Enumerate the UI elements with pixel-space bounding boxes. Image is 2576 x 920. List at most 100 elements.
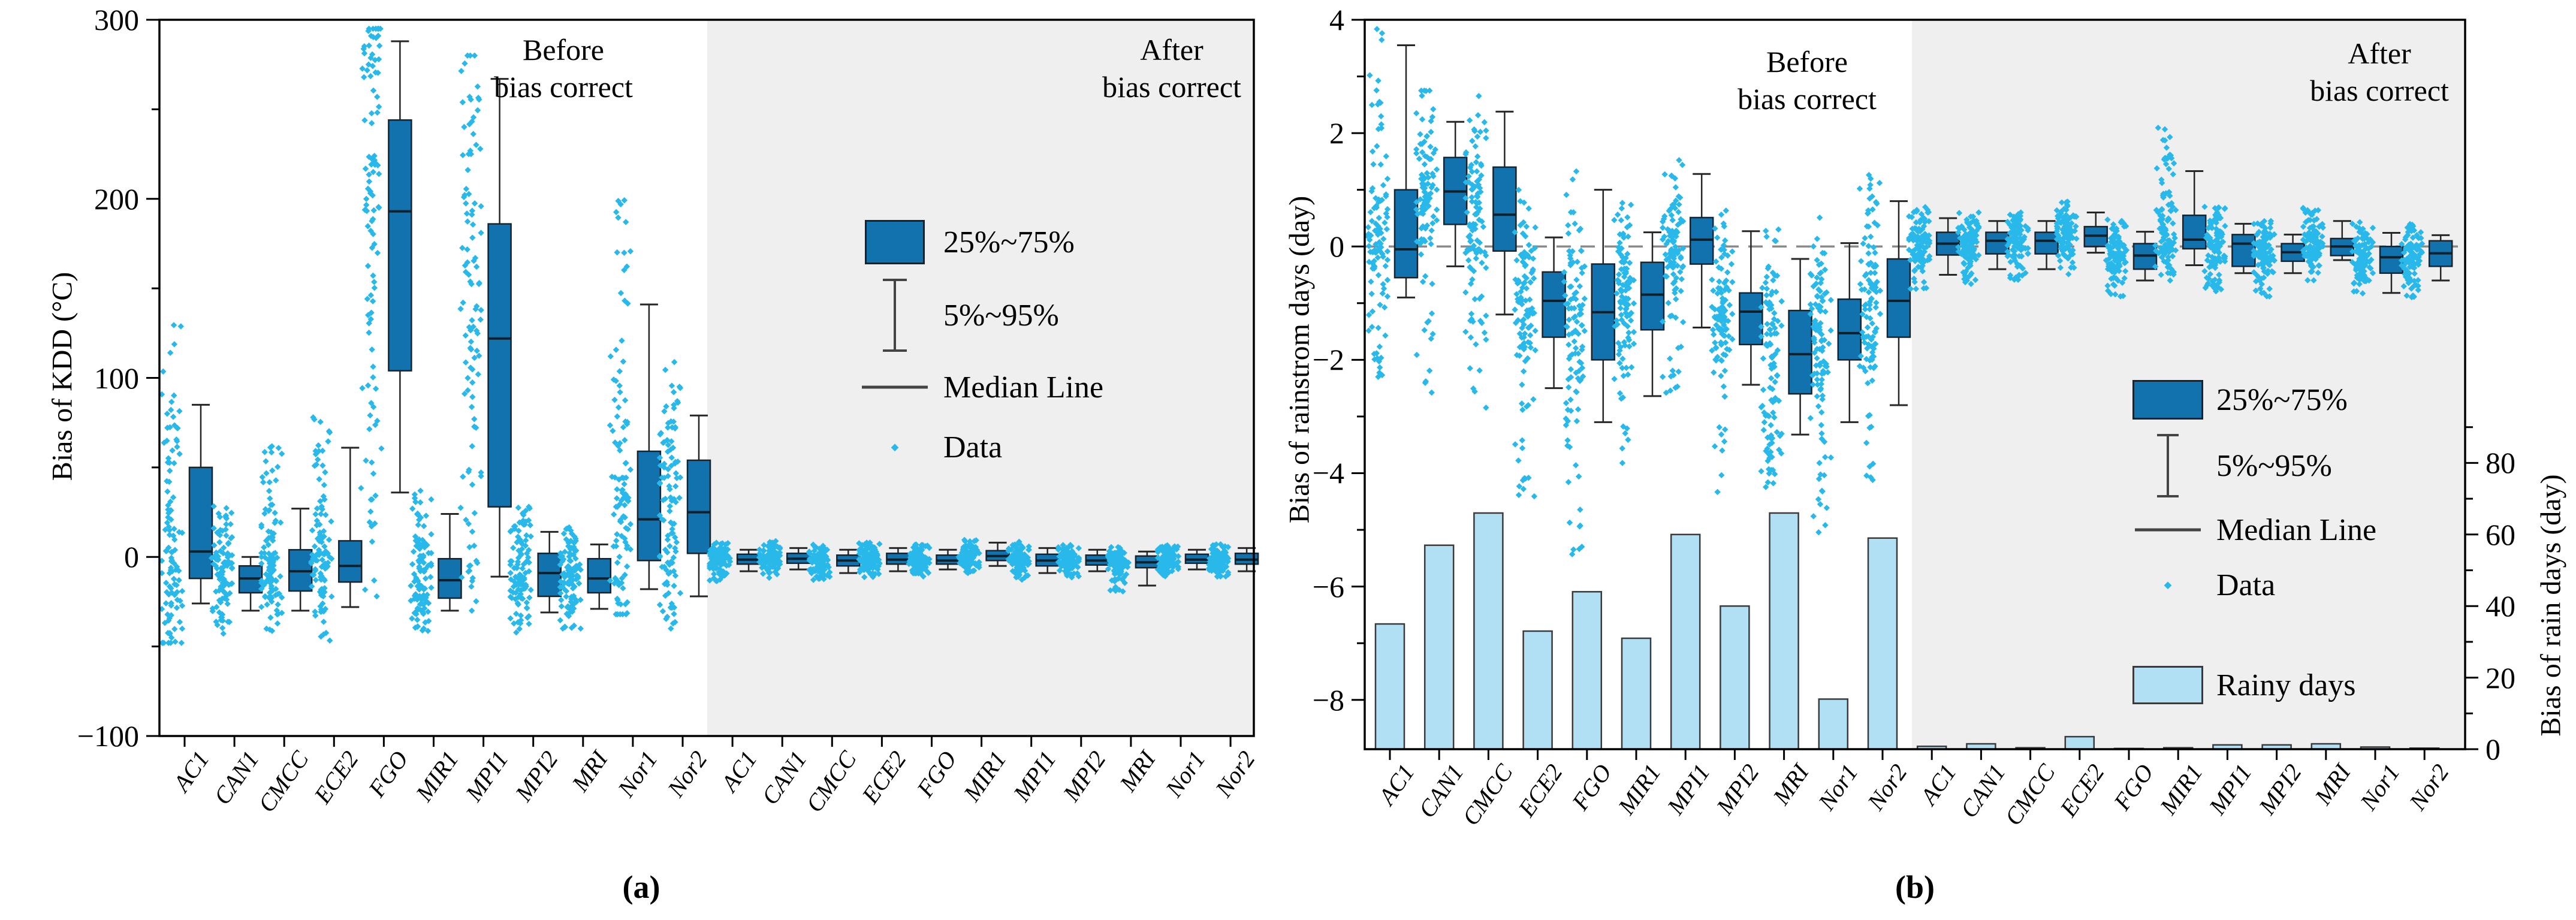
data-points-before-Nor1 (607, 197, 634, 618)
legend-label: Data (943, 430, 1003, 464)
data-points-before-MIR1 (408, 487, 435, 634)
data-point-icon (891, 444, 899, 452)
y-tick-label-a-100: 100 (94, 361, 139, 395)
iqr-box-after-MIR1 (2182, 214, 2207, 250)
y2-tick-label-0: 0 (2485, 732, 2500, 766)
legend-item-iqr: 25%~75% (856, 211, 1103, 273)
legend-panel-a: 25%~75% 5%~95% Median Line (856, 211, 1103, 477)
legend-item-data: Data (856, 417, 1103, 477)
iqr-box-before-ECE2 (338, 540, 363, 583)
iqr-box-before-MRI (587, 557, 612, 594)
legend-panel-b: 25%~75% 5%~95% Median Line (2129, 370, 2376, 730)
data-points-before-CMCC (258, 443, 285, 634)
iqr-box-swatch-icon (2132, 380, 2203, 420)
data-points-before-MPI2 (507, 503, 534, 636)
y2-tick-label-20: 20 (2485, 660, 2515, 695)
rainy-days-bar-before-MRI (1769, 512, 1799, 750)
data-points-before-AC1 (1364, 26, 1391, 380)
data-points-after-MPI2 (1055, 541, 1082, 581)
legend-item-rainy-days: Rainy days (2129, 640, 2376, 730)
iqr-box-before-MRI (1788, 309, 1812, 395)
data-points-after-CMCC (806, 541, 833, 583)
whisker-icon (883, 279, 907, 352)
rainy-days-bar-before-AC1 (1374, 623, 1405, 750)
legend-label: 25%~75% (943, 225, 1075, 260)
legend-item-median: Median Line (856, 357, 1103, 417)
data-points-before-MPI1 (457, 52, 484, 614)
iqr-box-before-MPI1 (487, 223, 512, 508)
data-points-after-CAN1 (756, 538, 783, 581)
iqr-box-before-AC1 (1393, 189, 1419, 279)
rainy-days-bar-before-CMCC (1473, 512, 1504, 750)
iqr-box-before-MPI2 (537, 553, 562, 598)
y-tick-label-b-2: 2 (1329, 116, 1344, 150)
y-tick-label-b-−8: −8 (1312, 683, 1344, 717)
rainy-days-bar-before-Nor2 (1867, 537, 1898, 750)
y-tick-label-b-−2: −2 (1312, 343, 1344, 377)
panel-b-before-line2: bias correct (1738, 82, 1877, 116)
y2-tick-label-80: 80 (2485, 446, 2515, 480)
y-tick-label-b-4: 4 (1329, 3, 1344, 37)
caption-panel-b: (b) (1895, 869, 1935, 905)
data-points-after-MPI1 (2201, 203, 2228, 295)
data-points-before-Nor1 (1807, 214, 1835, 536)
legend-item-data: Data (2129, 557, 2376, 613)
iqr-box-before-MPI2 (1739, 292, 1763, 346)
data-points-after-MRI (1105, 544, 1132, 595)
data-points-before-MPI1 (1659, 156, 1687, 396)
median-line-icon (2135, 528, 2201, 532)
data-points-before-CMCC (1462, 93, 1489, 411)
iqr-box-before-MIR1 (438, 557, 462, 599)
legend-item-whisker: 5%~95% (2129, 429, 2376, 502)
y-tick-label-b-0: 0 (1329, 230, 1344, 264)
y-tick-label-b-−6: −6 (1312, 569, 1344, 604)
data-points-after-ECE2 (2053, 198, 2080, 277)
panel-a-before-label: Before bias correct (494, 31, 633, 105)
data-points-after-MIR1 (955, 536, 982, 577)
legend-label: Rainy days (2216, 668, 2356, 702)
data-point-icon (2164, 581, 2172, 590)
y2-tick-label-60: 60 (2485, 517, 2515, 551)
legend-item-iqr: 25%~75% (2129, 370, 2376, 429)
panel-b-after-line1: After (2348, 37, 2411, 70)
rainy-days-bar-before-ECE2 (1522, 630, 1553, 750)
rainy-days-bar-after-ECE2 (2064, 735, 2095, 750)
y-tick-label-a-−100: −100 (77, 719, 139, 753)
panel-b-after-label: After bias correct (2310, 35, 2449, 109)
plot-border-b (1364, 19, 2466, 750)
panel-a-after-label: After bias correct (1102, 31, 1241, 105)
panel-b-right-y-axis-title: Bias of rain days (day) (2535, 474, 2567, 737)
iqr-box-after-CAN1 (1985, 231, 2010, 255)
data-points-before-ECE2 (308, 414, 335, 644)
data-points-before-ECE2 (1512, 186, 1539, 500)
legend-label: 25%~75% (2216, 382, 2348, 417)
iqr-box-before-FGO (388, 119, 412, 372)
legend-item-median: Median Line (2129, 502, 2376, 557)
panel-b-y-axis-title: Bias of rainstrom days (day) (1283, 195, 1316, 524)
iqr-box-before-Nor2 (686, 459, 711, 554)
data-points-before-MRI (1758, 226, 1785, 490)
y-tick-label-b-−4: −4 (1312, 456, 1344, 490)
data-points-after-MRI (2300, 204, 2327, 284)
iqr-box-before-CMCC (1492, 166, 1517, 252)
panel-a-after-line2: bias correct (1102, 70, 1241, 104)
data-points-before-FGO (1561, 168, 1588, 557)
data-points-after-Nor1 (1154, 542, 1182, 580)
iqr-box-before-MIR1 (1640, 261, 1665, 331)
whisker-icon (2157, 434, 2179, 497)
iqr-box-before-Nor1 (1837, 298, 1862, 361)
y-tick-label-a-0: 0 (124, 540, 139, 574)
iqr-box-before-AC1 (188, 466, 213, 580)
data-points-after-AC1 (706, 539, 734, 584)
legend-label: Median Line (2216, 512, 2377, 547)
legend-item-whisker: 5%~95% (856, 273, 1103, 357)
y-tick-label-a-300: 300 (94, 3, 139, 37)
panel-b-before-label: Before bias correct (1738, 43, 1877, 117)
rainy-days-bar-before-CAN1 (1423, 544, 1455, 750)
rainy-days-bar-before-FGO (1571, 591, 1603, 750)
data-points-before-CAN1 (1413, 87, 1440, 396)
data-points-before-MRI (557, 524, 584, 632)
iqr-box-swatch-icon (865, 220, 925, 264)
rainy-days-bar-before-MPI2 (1720, 605, 1750, 750)
